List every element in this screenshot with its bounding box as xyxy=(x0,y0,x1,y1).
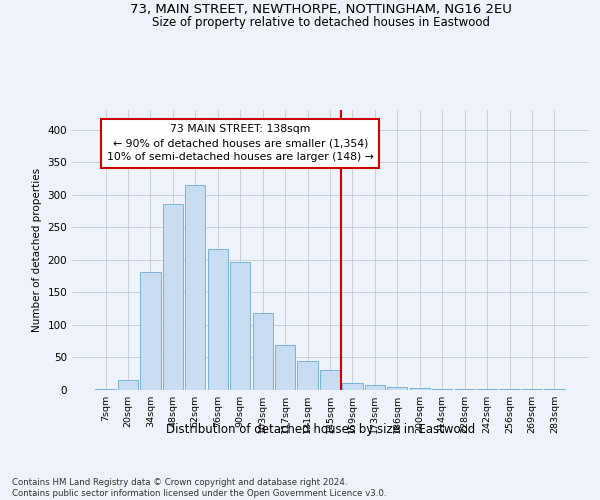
Text: 73 MAIN STREET: 138sqm
← 90% of detached houses are smaller (1,354)
10% of semi-: 73 MAIN STREET: 138sqm ← 90% of detached… xyxy=(107,124,374,162)
Bar xyxy=(185,185,205,390)
Bar xyxy=(95,388,116,390)
Bar xyxy=(365,386,385,390)
Bar xyxy=(298,360,317,390)
Bar xyxy=(387,386,407,390)
Text: Distribution of detached houses by size in Eastwood: Distribution of detached houses by size … xyxy=(166,422,476,436)
Bar xyxy=(208,250,228,390)
Bar xyxy=(140,272,161,390)
Bar xyxy=(275,345,295,390)
Bar xyxy=(253,313,273,390)
Bar xyxy=(320,370,340,390)
Bar xyxy=(343,383,362,390)
Text: Size of property relative to detached houses in Eastwood: Size of property relative to detached ho… xyxy=(152,16,490,29)
Bar xyxy=(230,262,250,390)
Bar xyxy=(163,204,183,390)
Bar xyxy=(118,380,138,390)
Text: Contains HM Land Registry data © Crown copyright and database right 2024.
Contai: Contains HM Land Registry data © Crown c… xyxy=(12,478,386,498)
Bar xyxy=(410,388,430,390)
Bar xyxy=(432,388,452,390)
Y-axis label: Number of detached properties: Number of detached properties xyxy=(32,168,42,332)
Text: 73, MAIN STREET, NEWTHORPE, NOTTINGHAM, NG16 2EU: 73, MAIN STREET, NEWTHORPE, NOTTINGHAM, … xyxy=(130,2,512,16)
